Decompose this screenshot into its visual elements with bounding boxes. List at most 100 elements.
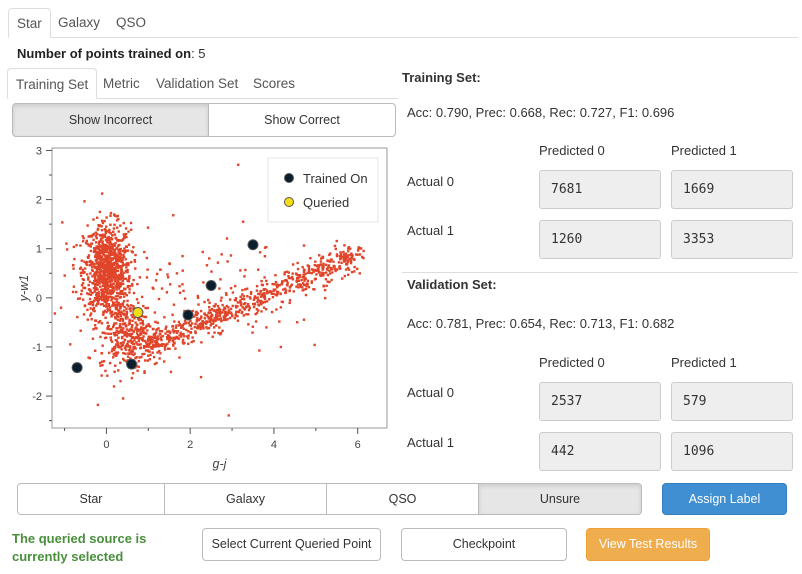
data-point — [312, 270, 315, 274]
checkpoint-button[interactable]: Checkpoint — [401, 528, 567, 561]
label-unsure-button[interactable]: Unsure — [478, 483, 642, 515]
data-point — [314, 277, 317, 280]
data-point — [101, 241, 104, 244]
data-point — [259, 295, 263, 298]
label-star-button[interactable]: Star — [17, 483, 165, 515]
data-point — [179, 331, 182, 334]
data-point — [100, 250, 103, 253]
data-point — [114, 284, 117, 288]
data-point — [81, 277, 84, 281]
data-point — [344, 254, 347, 258]
data-point — [175, 324, 178, 327]
data-point — [117, 259, 120, 262]
data-point — [101, 363, 104, 367]
data-point — [344, 256, 347, 259]
data-point — [91, 308, 95, 311]
data-point — [86, 242, 89, 246]
data-point — [120, 310, 123, 313]
data-point — [218, 326, 221, 329]
data-point — [107, 351, 111, 355]
data-point — [159, 268, 162, 271]
data-point — [279, 292, 282, 295]
data-point — [114, 266, 118, 269]
data-point — [110, 262, 114, 266]
data-point — [78, 297, 82, 300]
show-incorrect-button[interactable]: Show Incorrect — [12, 103, 209, 137]
data-point — [101, 270, 105, 273]
data-point — [204, 322, 208, 325]
tab-training-set[interactable]: Training Set — [7, 68, 98, 99]
tab-star[interactable]: Star — [8, 8, 51, 38]
data-point — [89, 249, 93, 253]
data-point — [348, 257, 351, 260]
tab-metric[interactable]: Metric — [103, 76, 140, 91]
data-point — [114, 354, 118, 357]
data-point — [251, 331, 254, 334]
data-point — [101, 298, 104, 302]
data-point — [104, 316, 107, 319]
data-point — [322, 264, 325, 267]
data-point — [110, 315, 113, 318]
scatter-plot[interactable]: 0 2 4 6 3 2 1 0 -1 -2 g-j y-w1 Trained On Queried — [0, 138, 400, 478]
data-point — [124, 330, 127, 334]
data-point — [120, 292, 123, 295]
data-point — [107, 303, 110, 306]
data-point — [356, 267, 359, 271]
data-point — [144, 359, 147, 362]
data-point — [98, 319, 102, 323]
data-point — [63, 274, 66, 277]
data-point — [92, 265, 96, 268]
tab-galaxy[interactable]: Galaxy — [58, 15, 101, 30]
x-tick-label: 4 — [271, 439, 277, 451]
data-point — [87, 276, 90, 279]
assign-label-button[interactable]: Assign Label — [662, 483, 787, 515]
data-point — [121, 249, 125, 253]
data-point — [247, 323, 250, 326]
data-point — [108, 291, 111, 294]
view-test-results-button[interactable]: View Test Results — [586, 528, 710, 561]
show-correct-button[interactable]: Show Correct — [208, 103, 396, 137]
data-point — [227, 309, 230, 312]
data-point — [144, 306, 147, 310]
select-queried-point-button[interactable]: Select Current Queried Point — [202, 528, 381, 561]
tab-scores[interactable]: Scores — [253, 76, 296, 91]
data-point — [117, 249, 120, 253]
data-point — [121, 341, 125, 344]
data-point — [146, 329, 149, 332]
data-point — [105, 278, 108, 281]
data-point — [127, 323, 130, 326]
data-point — [121, 261, 125, 264]
label-galaxy-button[interactable]: Galaxy — [164, 483, 327, 515]
data-point — [140, 355, 143, 359]
data-point — [117, 239, 120, 243]
data-point — [105, 262, 109, 265]
data-point — [79, 274, 83, 277]
data-point — [174, 326, 178, 329]
data-point — [288, 299, 292, 302]
data-point — [79, 244, 82, 247]
data-point — [90, 318, 93, 321]
tab-validation-set[interactable]: Validation Set — [156, 76, 239, 91]
tab-qso[interactable]: QSO — [116, 15, 147, 30]
data-point — [121, 264, 124, 268]
data-point — [229, 286, 233, 290]
trained-point — [182, 309, 194, 321]
data-point — [95, 279, 99, 283]
data-point — [182, 327, 186, 331]
data-point — [95, 260, 98, 264]
data-point — [324, 296, 327, 300]
data-point — [104, 263, 107, 266]
data-point — [108, 249, 112, 252]
label-qso-button[interactable]: QSO — [326, 483, 479, 515]
data-point — [79, 329, 82, 332]
data-point — [163, 346, 167, 349]
data-point — [143, 370, 146, 373]
data-point — [87, 235, 90, 238]
data-point — [123, 292, 127, 295]
data-point — [326, 273, 330, 277]
data-point — [181, 325, 184, 329]
data-point — [102, 279, 105, 282]
data-point — [89, 290, 92, 293]
data-point — [163, 343, 166, 346]
data-point — [213, 305, 216, 308]
